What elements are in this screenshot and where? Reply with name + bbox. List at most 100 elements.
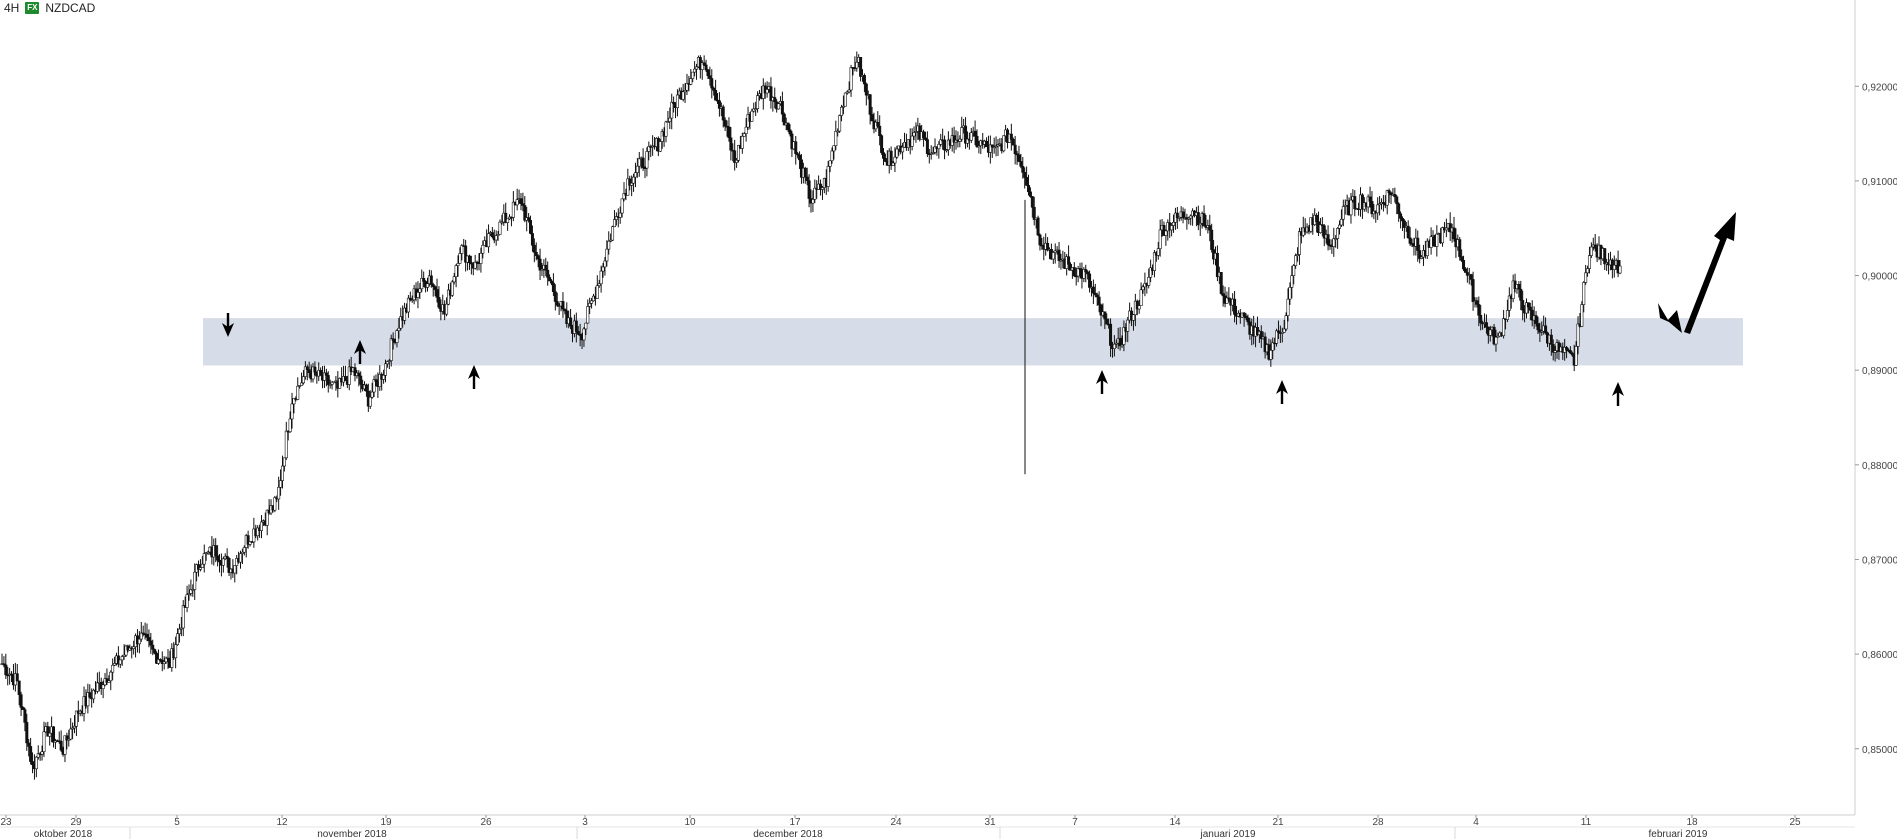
candle-body [1519,288,1523,301]
candle-body [994,145,998,148]
candle-body [546,269,550,278]
candle-body [773,97,777,103]
candle-body [1286,298,1290,316]
candle-body [197,564,201,570]
candle-body [834,131,838,146]
candle-body [19,694,23,708]
candle-body [540,268,544,271]
candle-body [691,71,695,79]
candle-body [685,83,689,91]
fx-badge-icon: FX [25,2,40,14]
candle-body [1149,267,1153,278]
candle-body [29,746,33,762]
x-tick-label: 14 [1169,817,1181,828]
candle-body [975,135,979,148]
candle-body [1219,272,1223,294]
candle-body [1114,342,1118,345]
candle-body [408,297,412,301]
candle-body [399,316,403,329]
candle-body [988,144,992,153]
candle-body [1246,317,1250,323]
candle-body [1484,322,1488,328]
candle-body [628,178,632,186]
candle-body [479,252,483,264]
candle-body [1099,304,1103,316]
candle-body [555,301,559,306]
candle-body [683,90,687,93]
candle-body [467,255,471,264]
candle-body [277,486,281,500]
candle-body [490,232,494,238]
candle-body [965,138,969,144]
symbol-label[interactable]: NZDCAD [45,1,96,15]
y-tick-label: 0,92000 [1862,82,1897,93]
candle-body [996,144,1000,147]
candle-body [544,264,548,271]
candle-body [1017,154,1021,162]
x-tick-label: 10 [684,817,696,828]
candle-body [1389,192,1393,196]
candle-body [1603,248,1607,265]
candle-body [923,137,927,140]
x-tick-label: 28 [1372,817,1384,828]
candle-body [1215,252,1219,278]
candle-body [1067,256,1071,265]
candle-body [1460,256,1464,261]
candle-body [977,145,981,148]
candle-body [733,150,737,163]
candle-body [943,139,947,151]
candle-body [1536,323,1540,331]
candle-body [1471,279,1475,302]
candle-body [706,69,710,76]
candle-body [1582,282,1586,305]
candle-body [1023,172,1027,178]
x-tick-label: 21 [1272,817,1284,828]
candle-body [754,108,758,110]
x-tick-label: 17 [789,817,801,828]
candle-body [25,722,29,744]
candle-body [721,106,725,121]
candle-body [1586,268,1590,274]
candle-body [456,263,460,266]
candle-body [922,131,926,139]
candle-body [700,62,704,70]
y-tick-label: 0,88000 [1862,461,1897,472]
candle-body [382,374,386,380]
candle-body [538,258,542,271]
candle-body [1296,254,1300,257]
candle-body [65,735,69,741]
candle-body [1540,330,1544,333]
candle-body [1584,272,1588,283]
candle-body [796,153,800,156]
candle-body [170,648,174,668]
candle-body [527,217,531,221]
timeframe-label[interactable]: 4H [4,1,20,15]
candle-body [357,372,361,377]
candle-body [1393,194,1397,198]
candle-body [1288,287,1292,300]
candle-body [370,391,374,398]
candle-body [27,742,31,747]
candle-body [910,135,914,147]
forecast-down-arrow [1658,303,1682,333]
candle-body [675,94,679,109]
candle-body [504,212,508,223]
candle-body [1341,206,1345,220]
candle-body [777,103,781,110]
candle-body [670,101,674,119]
candle-body [868,94,872,115]
candle-body [2,663,6,666]
candle-body [813,187,817,200]
candle-body [1011,139,1015,146]
candle-body [378,373,382,388]
candle-body [1338,224,1342,229]
candle-body [1334,238,1338,240]
x-month-label: februari 2019 [1649,829,1708,839]
candle-body [798,154,802,161]
candle-body [717,100,721,109]
candle-body [364,384,368,392]
candle-body [425,283,429,288]
candle-body [635,165,639,173]
